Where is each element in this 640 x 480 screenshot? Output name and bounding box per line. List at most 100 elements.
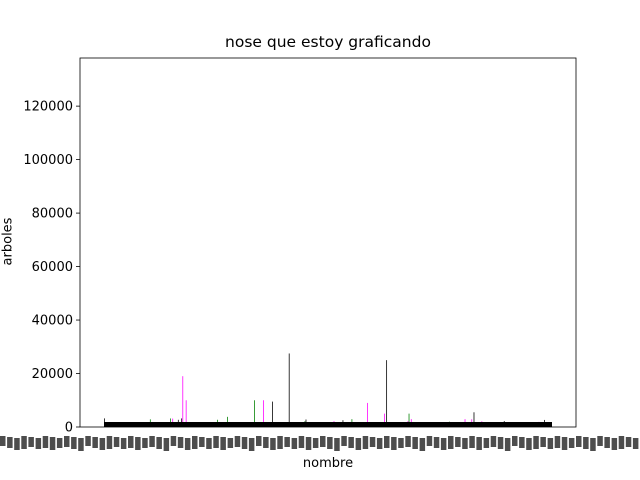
x-tick-label-cluster <box>419 438 426 451</box>
x-tick-label-cluster <box>263 437 269 448</box>
x-tick-label-cluster <box>120 438 127 449</box>
x-tick-label-cluster <box>99 438 106 450</box>
x-tick-label-cluster <box>78 438 84 451</box>
x-tick-label-cluster <box>149 436 155 447</box>
x-tick-label-cluster <box>298 436 305 448</box>
bar <box>288 353 290 427</box>
chart-title: nose que estoy graficando <box>225 33 431 51</box>
x-tick-label-cluster <box>277 436 283 449</box>
x-tick-label-cluster <box>362 436 369 449</box>
x-tick-label-cluster <box>462 438 468 449</box>
bar <box>185 400 187 427</box>
x-tick-label-cluster <box>241 437 248 449</box>
bar <box>227 416 228 427</box>
x-tick-label-cluster <box>206 438 212 449</box>
bar-series <box>104 353 552 427</box>
x-tick-label-cluster <box>398 438 404 448</box>
bar <box>384 413 385 427</box>
x-tick-label-cluster <box>526 438 532 450</box>
x-tick-label-cluster <box>561 437 568 450</box>
x-tick-label-cluster <box>256 436 262 446</box>
x-tick-label-cluster <box>391 437 397 450</box>
x-tick-label-cluster <box>312 438 319 448</box>
x-tick-label-cluster <box>519 437 525 448</box>
x-tick-label-cluster <box>576 436 582 447</box>
bar <box>272 401 273 427</box>
x-tick-label-cluster <box>92 437 98 448</box>
x-tick-label-cluster <box>135 437 141 450</box>
bar <box>386 360 388 427</box>
x-tick-label-cluster <box>355 438 362 450</box>
x-axis-label: nombre <box>302 456 354 471</box>
x-tick-label-cluster <box>618 436 625 449</box>
x-tick-label-cluster <box>327 437 333 449</box>
x-tick-label-cluster <box>192 436 198 449</box>
y-tick-label: 0 <box>65 421 73 436</box>
y-tick-label: 80000 <box>32 207 73 222</box>
x-tick-label-cluster <box>448 436 454 449</box>
x-tick-label-cluster <box>348 437 354 448</box>
x-tick-label-cluster <box>597 436 603 446</box>
x-tick-label-cluster <box>426 436 433 446</box>
x-tick-label-cluster <box>568 438 575 448</box>
y-tick-label: 100000 <box>23 153 73 168</box>
x-tick-label-cluster <box>384 436 390 448</box>
x-tick-label-cluster <box>56 438 63 448</box>
y-axis-ticks: 0 20000 40000 60000 80000 100000 120000 <box>23 100 80 436</box>
x-tick-label-cluster <box>469 436 475 448</box>
bar <box>367 402 368 427</box>
y-tick-label: 20000 <box>32 367 73 382</box>
x-tick-label-cluster <box>7 437 13 448</box>
x-tick-label-cluster <box>476 437 482 450</box>
y-axis-label: arboles <box>0 217 16 266</box>
bar <box>182 376 184 427</box>
x-tick-label-cluster <box>177 437 184 448</box>
bar-baseline-cluster <box>104 422 552 427</box>
bar <box>473 412 475 427</box>
x-tick-label-cluster <box>85 436 91 446</box>
y-tick-label: 60000 <box>32 260 73 275</box>
x-tick-label-cluster <box>376 438 383 449</box>
x-tick-label-cluster <box>305 437 312 450</box>
x-tick-label-cluster <box>334 438 340 451</box>
x-tick-label-cluster <box>128 436 134 448</box>
x-tick-label-cluster <box>113 437 120 447</box>
x-tick-label-cluster <box>42 436 49 448</box>
x-tick-label-cluster <box>405 436 411 447</box>
plot-area-border <box>79 57 577 428</box>
x-tick-label-cluster <box>412 437 418 449</box>
x-tick-label-cluster <box>28 437 34 447</box>
x-tick-label-cluster <box>64 436 70 447</box>
x-tick-label-cluster <box>142 438 148 448</box>
y-tick-label: 40000 <box>32 314 73 329</box>
x-axis-ticks <box>0 436 639 451</box>
x-tick-label-cluster <box>369 437 376 447</box>
x-tick-label-cluster <box>547 438 554 449</box>
x-tick-label-cluster <box>35 438 42 449</box>
x-tick-label-cluster <box>533 436 539 449</box>
x-tick-label-cluster <box>512 436 518 446</box>
bar <box>263 400 264 427</box>
bar <box>254 400 255 427</box>
x-tick-label-cluster <box>590 438 596 451</box>
x-tick-label-cluster <box>227 438 234 448</box>
x-tick-label-cluster <box>248 438 255 451</box>
x-tick-label-cluster <box>184 438 191 450</box>
x-tick-label-cluster <box>320 436 326 447</box>
x-tick-label-cluster <box>291 438 298 449</box>
x-tick-label-cluster <box>490 436 497 447</box>
x-tick-label-cluster <box>284 437 290 447</box>
x-tick-label-cluster <box>170 436 177 446</box>
x-tick-label-cluster <box>483 438 490 448</box>
x-tick-label-cluster <box>71 437 77 449</box>
x-tick-label-cluster <box>341 436 347 446</box>
x-tick-label-cluster <box>604 437 610 448</box>
x-tick-label-cluster <box>440 438 447 450</box>
x-tick-label-cluster <box>49 437 56 450</box>
x-tick-label-cluster <box>632 438 639 449</box>
x-tick-label-cluster <box>540 437 546 447</box>
bar <box>408 413 410 427</box>
x-tick-label-cluster <box>213 436 219 448</box>
plot-frame <box>79 57 577 428</box>
